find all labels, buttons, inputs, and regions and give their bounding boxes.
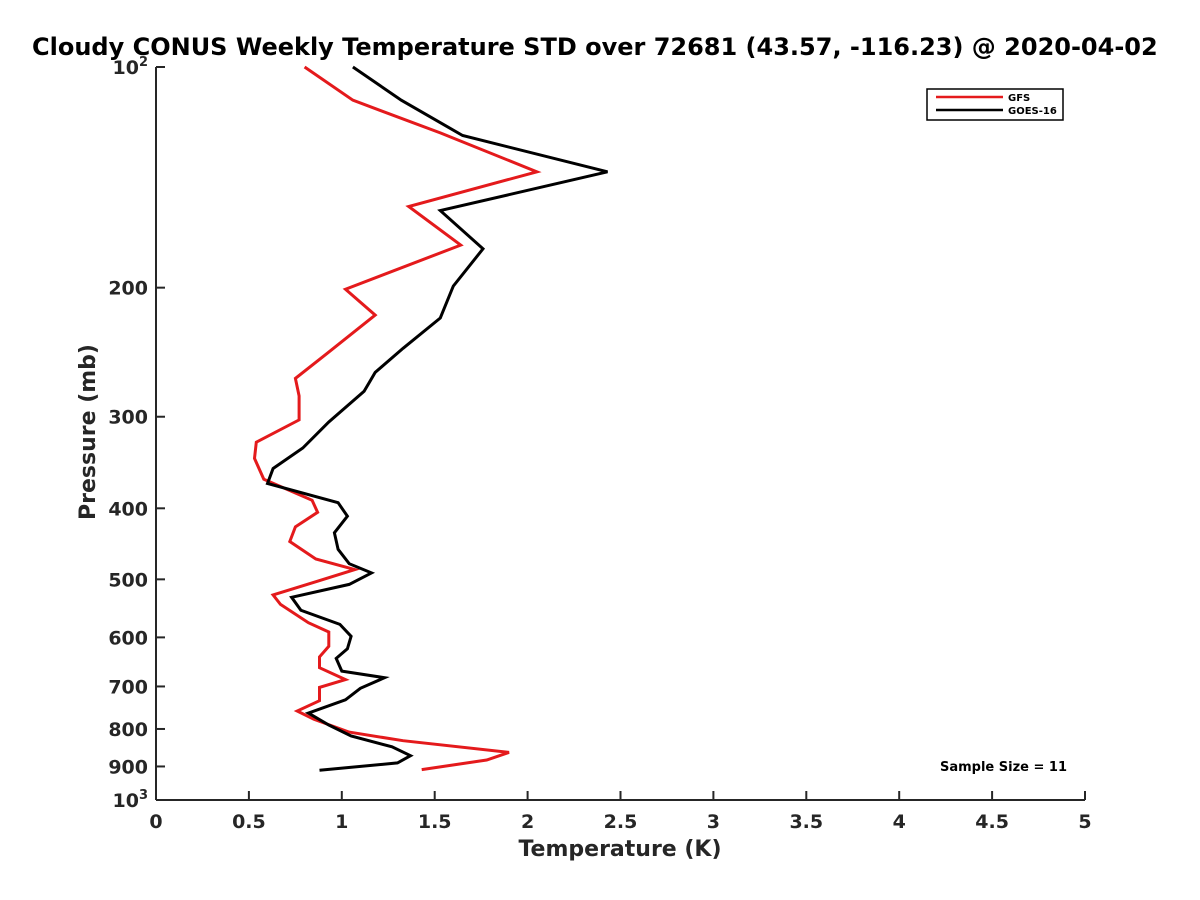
y-tick-label: 800: [108, 719, 148, 741]
x-tick-label: 0: [149, 811, 162, 833]
series-line-gfs: [252, 65, 542, 772]
x-tick-label: 1: [335, 811, 348, 833]
x-tick-label: 1.5: [418, 811, 452, 833]
y-axis-label: Pressure (mb): [76, 344, 101, 520]
y-tick-label: 102: [113, 55, 149, 79]
legend-label-goes16: GOES-16: [1008, 106, 1057, 117]
y-tick-label: 200: [108, 278, 148, 300]
x-tick-label: 4: [893, 811, 906, 833]
x-tick-label: 2.5: [604, 811, 638, 833]
y-tick-label: 103: [113, 788, 149, 812]
legend: GFS GOES-16: [926, 88, 1064, 121]
x-axis-label: Temperature (K): [518, 837, 721, 862]
legend-label-gfs: GFS: [1008, 93, 1030, 104]
x-tick-label: 3.5: [789, 811, 823, 833]
y-tick-label: 300: [108, 407, 148, 429]
y-tick-label: 900: [108, 756, 148, 778]
x-tick-label: 2: [521, 811, 534, 833]
series-line-goes16: [265, 65, 608, 772]
sample-size-annotation: Sample Size = 11: [940, 760, 1067, 775]
x-tick-label: 5: [1078, 811, 1091, 833]
y-tick-label: 400: [108, 498, 148, 520]
x-tick-label: 3: [707, 811, 720, 833]
chart-title: Cloudy CONUS Weekly Temperature STD over…: [32, 33, 1158, 61]
x-tick-label: 4.5: [975, 811, 1009, 833]
y-tick-label: 700: [108, 676, 148, 698]
x-tick-label: 0.5: [232, 811, 266, 833]
y-tick-label: 600: [108, 627, 148, 649]
legend-box: [926, 88, 1064, 121]
y-tick-label: 500: [108, 569, 148, 591]
